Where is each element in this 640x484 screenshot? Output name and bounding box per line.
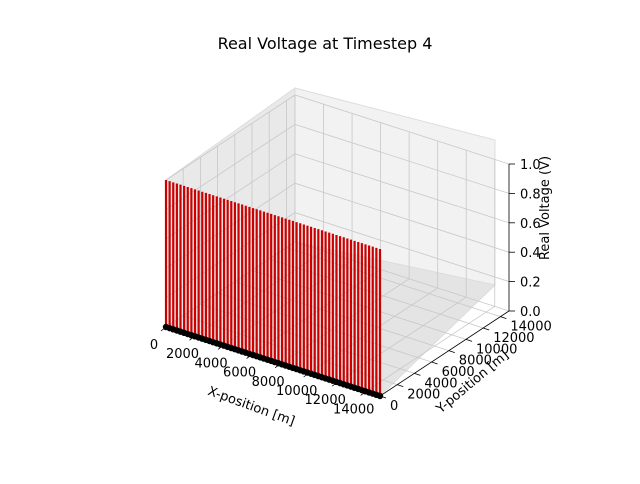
z-tick-label: 0.2	[520, 276, 541, 291]
y-tick-label: 2000	[407, 388, 440, 403]
x-tick-label: 10000	[276, 384, 317, 399]
y-tick-mark	[431, 361, 438, 365]
y-axis-line	[379, 310, 510, 397]
markers	[162, 323, 384, 400]
x-tick-label: 6000	[223, 366, 256, 381]
y-tick-label: 14000	[510, 320, 551, 335]
y-tick-mark	[397, 384, 404, 388]
z-tick-label: 0.4	[520, 246, 541, 261]
z-tick-label: 0.6	[520, 217, 541, 232]
x-tick-label: 0	[150, 338, 158, 353]
x-tick-label: 12000	[305, 393, 346, 408]
grid-line-z	[165, 94, 510, 181]
stems	[164, 180, 382, 396]
grid-line-z	[165, 123, 510, 210]
x-tick-label: 2000	[166, 347, 199, 362]
chart-title: Real Voltage at Timestep 4	[218, 34, 433, 53]
y-tick-label: 12000	[493, 331, 534, 346]
y-tick-mark	[414, 372, 421, 376]
y-tick-label: 8000	[459, 354, 492, 369]
y-tick-mark	[465, 338, 473, 342]
y-tick-mark	[483, 327, 490, 331]
x-tick-label: 8000	[252, 375, 285, 390]
z-tick-label: 0.0	[520, 305, 541, 320]
z-tick-label: 1.0	[520, 158, 541, 173]
x-tick-label: 14000	[333, 402, 374, 417]
grid-lines	[165, 94, 510, 397]
stem-marker	[376, 392, 384, 400]
y-tick-label: 0	[390, 399, 398, 414]
y-tick-mark	[500, 316, 507, 320]
z-tick-label: 0.8	[520, 187, 541, 202]
y-tick-label: 4000	[424, 376, 457, 391]
x-tick-label: 4000	[195, 356, 228, 371]
y-tick-label: 10000	[476, 342, 517, 357]
y-tick-mark	[448, 350, 455, 354]
y-tick-label: 6000	[442, 365, 475, 380]
z-axis-label: Real Voltage (V)	[538, 156, 553, 260]
